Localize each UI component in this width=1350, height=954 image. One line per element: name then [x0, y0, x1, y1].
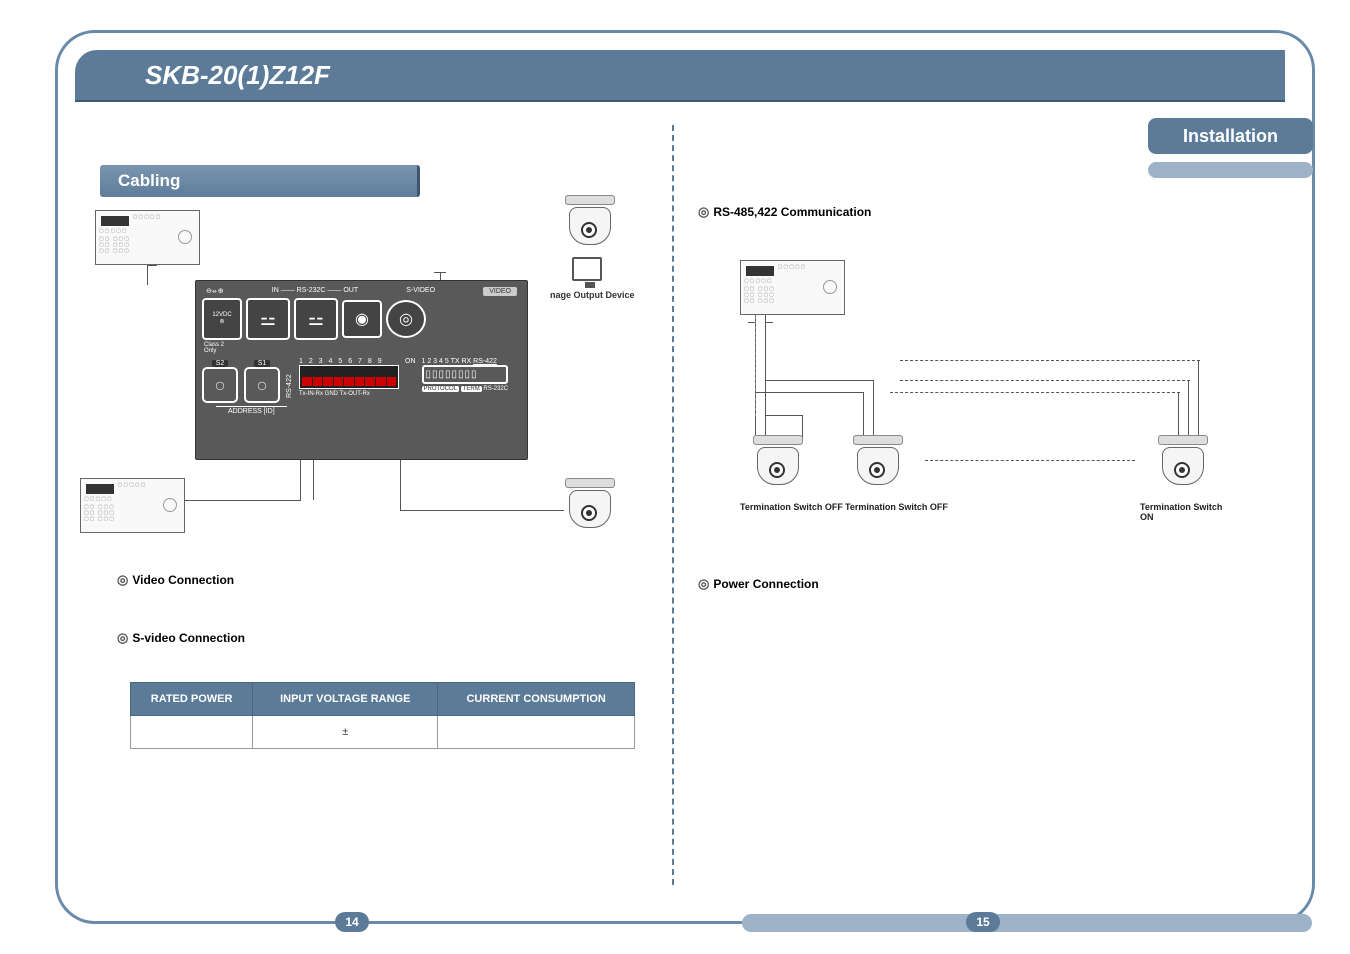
controller-bottom: ▢▢▢▢▢▢▢▢▢▢ ▢▢ ▢▢▢▢▢ ▢▢▢▢▢ ▢▢▢: [80, 478, 185, 533]
rs485-diagram: ▢▢▢▢▢▢▢▢▢▢ ▢▢ ▢▢▢▢▢ ▢▢▢▢▢ ▢▢▢ Terminatio…: [740, 260, 1230, 540]
page-number-left: 14: [335, 912, 369, 932]
installation-tab: Installation: [1148, 118, 1313, 154]
line: [184, 500, 301, 501]
camera-1: [750, 435, 805, 490]
line: [434, 272, 446, 273]
cabling-tab: Cabling: [100, 165, 420, 197]
line: [400, 460, 401, 510]
camera-2: [850, 435, 905, 490]
installation-tab-accent: [1148, 162, 1313, 178]
th-current: CURRENT CONSUMPTION: [438, 683, 635, 716]
camera-bottom: [562, 478, 617, 533]
video-connection-header: ◎Video Connection: [117, 572, 234, 588]
camera-top: [562, 195, 617, 250]
rs485-header: ◎RS-485,422 Communication: [698, 204, 871, 220]
term-off-2: Termination Switch OFF: [845, 502, 948, 512]
back-panel: ⊖⦵⊕ IN —— RS-232C —— OUT S-VIDEO VIDEO 1…: [195, 280, 528, 460]
product-title: SKB-20(1)Z12F: [145, 60, 330, 91]
th-rated-power: RATED POWER: [131, 683, 253, 716]
page-divider: [672, 125, 674, 885]
bullet-icon: ◎: [698, 576, 709, 591]
td-current: [438, 716, 635, 749]
td-rated: [131, 716, 253, 749]
power-connection-header: ◎Power Connection: [698, 576, 819, 592]
footer-accent: [742, 914, 1312, 932]
line: [147, 265, 157, 266]
controller-top: ▢▢▢▢▢▢▢▢▢▢ ▢▢ ▢▢▢▢▢ ▢▢▢▢▢ ▢▢▢: [95, 210, 200, 265]
controller-rs485: ▢▢▢▢▢▢▢▢▢▢ ▢▢ ▢▢▢▢▢ ▢▢▢▢▢ ▢▢▢: [740, 260, 845, 315]
line: [400, 510, 564, 511]
td-voltage: ±: [253, 716, 438, 749]
line: [147, 265, 148, 285]
th-input-voltage: INPUT VOLTAGE RANGE: [253, 683, 438, 716]
line: [300, 460, 301, 500]
output-device-label: nage Output Device: [550, 290, 645, 300]
camera-n: [1155, 435, 1210, 490]
power-table: RATED POWER INPUT VOLTAGE RANGE CURRENT …: [130, 682, 635, 749]
term-off-1: Termination Switch OFF: [740, 502, 843, 512]
monitor-icon: [572, 257, 608, 293]
bullet-icon: ◎: [698, 204, 709, 219]
term-on: Termination Switch ON: [1140, 502, 1230, 522]
bullet-icon: ◎: [117, 630, 128, 645]
svideo-connection-header: ◎S-video Connection: [117, 630, 245, 646]
bullet-icon: ◎: [117, 572, 128, 587]
page-number-right: 15: [966, 912, 1000, 932]
line: [313, 460, 314, 500]
